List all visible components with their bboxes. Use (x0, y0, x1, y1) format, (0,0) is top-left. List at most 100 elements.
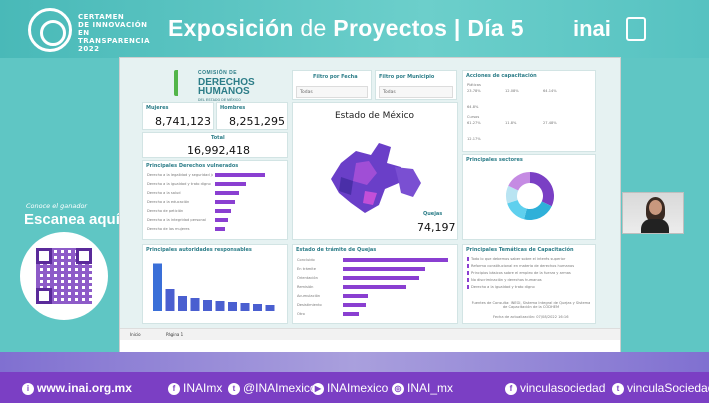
org-line: HUMANOS (198, 86, 250, 97)
qr-code[interactable] (20, 232, 108, 320)
donut-slice[interactable] (507, 200, 527, 220)
cap-cell: 12.08% (505, 89, 519, 93)
status-label: Concluido (297, 258, 315, 262)
authorities-chart (153, 263, 275, 312)
topic-item[interactable]: Todo lo que debemos saber sobre el inter… (467, 257, 565, 261)
right-bar[interactable] (215, 182, 246, 186)
donut-slice[interactable] (524, 201, 552, 220)
right-label: Derecho a la educación (147, 200, 190, 204)
ig-text: INAI_mx (407, 381, 454, 395)
dashboard-window: COMISIÓN DE DERECHOS HUMANOS DEL ESTADO … (119, 57, 621, 352)
authority-bar[interactable] (228, 302, 237, 311)
sectors-donut[interactable] (503, 169, 557, 223)
fb-text: INAImx (183, 381, 223, 395)
women-value: 8,741,123 (155, 115, 211, 128)
authority-bar[interactable] (265, 305, 275, 311)
status-bar[interactable] (343, 285, 406, 289)
date-filter-select[interactable]: Todas (296, 86, 368, 98)
donut-slice[interactable] (508, 172, 530, 191)
quejas-value: 74,197 (417, 221, 456, 234)
authority-bar[interactable] (215, 301, 225, 311)
right-bar[interactable] (215, 200, 235, 204)
cdh-logo-text: COMISIÓN DE DERECHOS HUMANOS DEL ESTADO … (198, 69, 255, 105)
men-card: Hombres 8,251,295 (216, 102, 288, 130)
banner-strip (0, 352, 709, 372)
right-bar[interactable] (215, 218, 228, 222)
title-part: Exposición (168, 15, 294, 41)
state-map[interactable] (321, 133, 431, 223)
event-line: TRANSPARENCIA (78, 37, 151, 45)
cap-cell: 64.8% (467, 105, 479, 109)
dashboard-canvas: COMISIÓN DE DERECHOS HUMANOS DEL ESTADO … (120, 58, 620, 328)
status-bar[interactable] (343, 312, 359, 316)
promo-heading: Escanea aquí (24, 211, 120, 228)
map-region[interactable] (353, 161, 377, 185)
status-label: Desistimiento (297, 303, 322, 307)
authority-bar[interactable] (153, 263, 162, 312)
total-label: Total (211, 135, 225, 141)
vinc-facebook-link[interactable]: f vinculasociedad (505, 381, 605, 395)
authority-bar[interactable] (165, 289, 175, 311)
map-region[interactable] (339, 177, 353, 195)
total-value: 16,992,418 (187, 144, 250, 157)
presenter-video[interactable] (622, 192, 684, 234)
authority-bar[interactable] (178, 296, 187, 311)
status-bar[interactable] (343, 258, 448, 262)
tab-pagina-1[interactable]: Página 1 (166, 332, 184, 337)
total-card: Total 16,992,418 (142, 132, 288, 158)
status-bar[interactable] (343, 276, 419, 280)
right-label: Derecho a la integridad personal (147, 218, 206, 222)
presenter-face (649, 200, 662, 215)
qr-corner-icon (76, 248, 92, 264)
youtube-icon: ▶ (312, 382, 324, 395)
women-card: Mujeres 8,741,123 (142, 102, 214, 130)
topic-item[interactable]: Reforma constitucional en materia de der… (467, 264, 574, 268)
event-line: EN (78, 29, 90, 37)
right-bar[interactable] (215, 209, 231, 213)
status-bar[interactable] (343, 267, 425, 271)
topic-item[interactable]: No discriminación y derechos humanos (467, 278, 542, 282)
topic-item[interactable]: Principios básicos sobre el empleo de la… (467, 271, 571, 275)
update-note: Fecha de actualización: 07/08/2022 16:16 (493, 315, 569, 319)
date-filter[interactable]: Filtro por Fecha Todas (292, 70, 372, 100)
twitter-link[interactable]: t @INAImexico (228, 381, 317, 395)
topics-title: Principales Temáticas de Capacitación (466, 247, 574, 253)
web-link[interactable]: i www.inai.org.mx (22, 381, 132, 395)
donut-slice[interactable] (506, 185, 519, 204)
instagram-link[interactable]: ◎ INAI_mx (392, 381, 453, 395)
auth-title: Principales autoridades responsables (146, 247, 252, 253)
women-label: Mujeres (146, 105, 169, 111)
men-label: Hombres (220, 105, 246, 111)
authority-bar[interactable] (190, 298, 200, 311)
municipality-filter-select[interactable]: Todas (379, 86, 453, 98)
vinc-twitter-link[interactable]: t vinculaSociedad (612, 381, 709, 395)
map-region[interactable] (395, 167, 421, 197)
inai-logo: inai (573, 16, 611, 41)
qr-corner-icon (36, 248, 52, 264)
topic-item[interactable]: Derecho a la igualdad y trato digno (467, 285, 535, 289)
authorities-panel: Principales autoridades responsables (142, 244, 288, 324)
cap-cell: 64.14% (543, 89, 557, 93)
cap-cell: 23.78% (467, 89, 481, 93)
authority-bar[interactable] (240, 303, 250, 311)
youtube-link[interactable]: ▶ INAImexico (312, 381, 388, 395)
cap-cell: 27.48% (543, 121, 557, 125)
title-part: de (300, 15, 327, 41)
facebook-link[interactable]: f INAImx (168, 381, 222, 395)
municipality-filter[interactable]: Filtro por Municipio Todas (375, 70, 457, 100)
right-label: Derecho de petición (147, 209, 184, 213)
authority-bar[interactable] (253, 304, 262, 311)
tab-inicio[interactable]: Inicio (130, 332, 141, 337)
status-bar[interactable] (343, 303, 367, 307)
facebook-icon: f (505, 382, 517, 395)
right-bar[interactable] (215, 191, 239, 195)
authority-bar[interactable] (203, 300, 212, 311)
status-bar[interactable] (343, 294, 369, 298)
window-status-bar (120, 340, 620, 352)
donut-slice[interactable] (530, 172, 554, 207)
topics-panel: Principales Temáticas de Capacitación To… (462, 244, 596, 324)
twitter-icon: t (228, 382, 240, 395)
map-region[interactable] (363, 191, 377, 205)
right-bar[interactable] (215, 173, 265, 177)
right-bar[interactable] (215, 227, 225, 231)
